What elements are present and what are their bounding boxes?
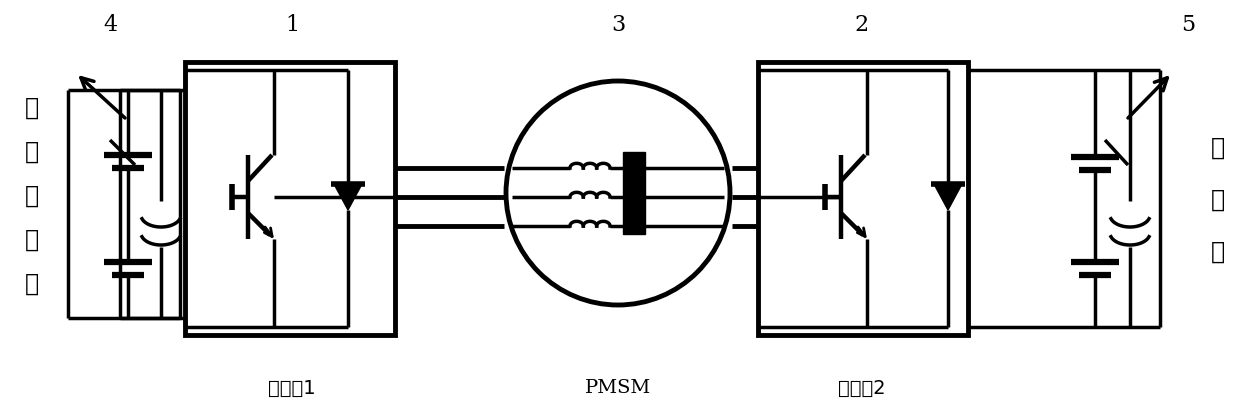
Text: 逆变器1: 逆变器1: [268, 378, 316, 397]
Text: PMSM: PMSM: [585, 379, 651, 397]
Text: 逆变器2: 逆变器2: [838, 378, 885, 397]
Text: 流: 流: [25, 140, 40, 164]
Polygon shape: [934, 184, 962, 210]
Bar: [758, 62, 968, 335]
Text: 容: 容: [1211, 240, 1225, 264]
Text: 电: 电: [25, 184, 40, 208]
Text: 2: 2: [854, 14, 869, 36]
Text: 直: 直: [25, 96, 40, 120]
Text: 大: 大: [1211, 136, 1225, 160]
Text: 3: 3: [611, 14, 625, 36]
Bar: [622, 152, 645, 234]
Polygon shape: [334, 184, 362, 210]
Text: 1: 1: [285, 14, 299, 36]
Text: 5: 5: [1180, 14, 1195, 36]
Text: 电: 电: [1211, 188, 1225, 212]
Text: 源: 源: [25, 272, 40, 296]
Text: 4: 4: [103, 14, 117, 36]
Text: 压: 压: [25, 228, 40, 252]
Bar: [185, 62, 396, 335]
